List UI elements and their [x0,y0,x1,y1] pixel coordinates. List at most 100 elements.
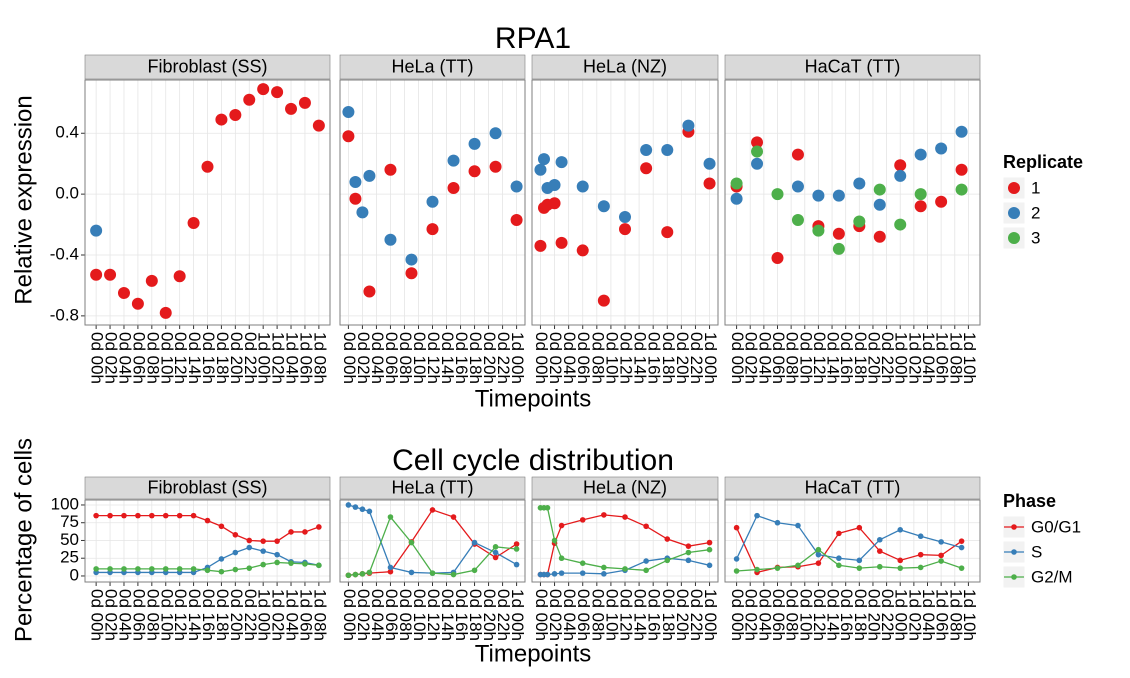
point [938,558,944,564]
point [510,214,523,226]
point [187,217,200,230]
point [271,86,284,99]
point [149,566,155,572]
point [176,512,183,519]
point [349,175,362,188]
y-tick-label: 0.4 [55,123,79,142]
point [733,524,740,531]
point [914,148,927,161]
point [176,566,183,572]
point [93,512,99,519]
point [288,529,294,535]
x-tick-label: 0d 06h [382,589,401,641]
legend-label: 2 [1031,203,1040,222]
point [897,527,904,533]
point [955,125,968,138]
point [90,224,103,237]
legend-label: 1 [1031,178,1040,197]
x-tick-label: 0d 04h [115,589,134,641]
x-tick-label: 0d 22h [878,589,897,641]
legend-label: G2/M [1031,567,1073,586]
point [298,96,311,109]
x-tick-label: 0d 00h [532,589,551,641]
x-tick-label: 0d 08h [396,332,415,384]
point [706,539,713,546]
x-tick-label: 1d 02h [269,332,288,384]
facet-strip [339,476,526,500]
legend-marker [1011,574,1017,580]
point [771,252,784,265]
x-tick-label: 1d 04h [919,332,938,384]
point [643,567,649,574]
point [795,522,801,529]
legend-label: G0/G1 [1031,517,1081,536]
point [876,548,883,554]
point [366,569,373,576]
point [640,144,653,156]
x-tick-label: 0d 20h [673,589,692,641]
point [955,163,968,176]
panel-border [724,499,981,583]
x-tick-label: 0d 12h [617,589,636,641]
point [958,538,965,544]
x-tick-label: 0d 22h [494,332,513,384]
point [218,568,225,575]
point [938,539,944,545]
point [774,565,781,571]
point [104,268,117,281]
x-tick-label: 0d 22h [687,332,706,384]
x-tick-label: 0d 12h [424,332,443,384]
x-tick-label: 0d 16h [645,332,664,384]
point [791,148,804,161]
point [534,239,547,252]
x-tick-label: 0d 20h [227,332,246,384]
x-tick-label: 0d 06h [769,332,788,384]
point [513,541,520,547]
point [429,507,436,513]
point [643,523,649,530]
point [685,543,692,549]
y-tick-label: 50 [60,530,79,549]
series-line [736,514,962,562]
point [359,506,366,513]
point [894,218,907,231]
x-tick-label: 0d 14h [438,589,457,641]
panel-border [531,79,719,326]
point [405,267,418,280]
point [387,514,394,520]
x-tick-label: 0d 10h [157,589,176,641]
x-tick-label: 0d 06h [574,589,593,641]
point [551,571,558,577]
x-tick-label: 0d 12h [171,589,190,641]
y-tick-label: -0.4 [50,244,79,263]
point [876,563,883,570]
point [232,531,239,538]
point [447,154,460,167]
point [917,564,924,571]
point [345,572,352,579]
point [733,568,740,574]
x-tick-label: 0d 16h [645,589,664,641]
point [246,565,253,571]
point [622,566,628,572]
point [274,538,280,544]
x-tick-label: 1d 00h [508,589,527,641]
point [534,163,547,176]
point [873,198,886,211]
x-tick-label: 0d 02h [546,332,565,384]
point [856,524,863,531]
point [447,182,460,195]
x-tick-label: 0d 22h [241,589,260,641]
y-tick-label: 0 [70,565,79,584]
point [815,546,822,553]
facet-label: HeLa (NZ) [583,56,667,76]
y-axis-label: Relative expression [10,95,37,304]
x-tick-label: 1d 10h [960,589,979,641]
x-tick-label: 0d 22h [494,589,513,641]
point [685,557,692,564]
point [201,160,214,173]
point [285,102,298,115]
panel-border [724,79,981,326]
point [471,539,478,546]
point [349,192,362,205]
